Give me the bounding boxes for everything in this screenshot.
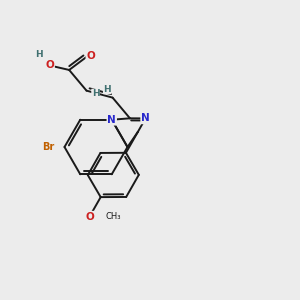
Text: H: H <box>92 89 99 98</box>
Text: CH₃: CH₃ <box>105 212 121 221</box>
Text: O: O <box>45 61 54 70</box>
Text: N: N <box>141 113 150 123</box>
Text: H: H <box>103 85 111 94</box>
Text: O: O <box>85 212 94 222</box>
Text: H: H <box>35 50 43 59</box>
Text: Br: Br <box>42 142 54 152</box>
Text: N: N <box>107 115 116 125</box>
Text: O: O <box>86 52 95 61</box>
